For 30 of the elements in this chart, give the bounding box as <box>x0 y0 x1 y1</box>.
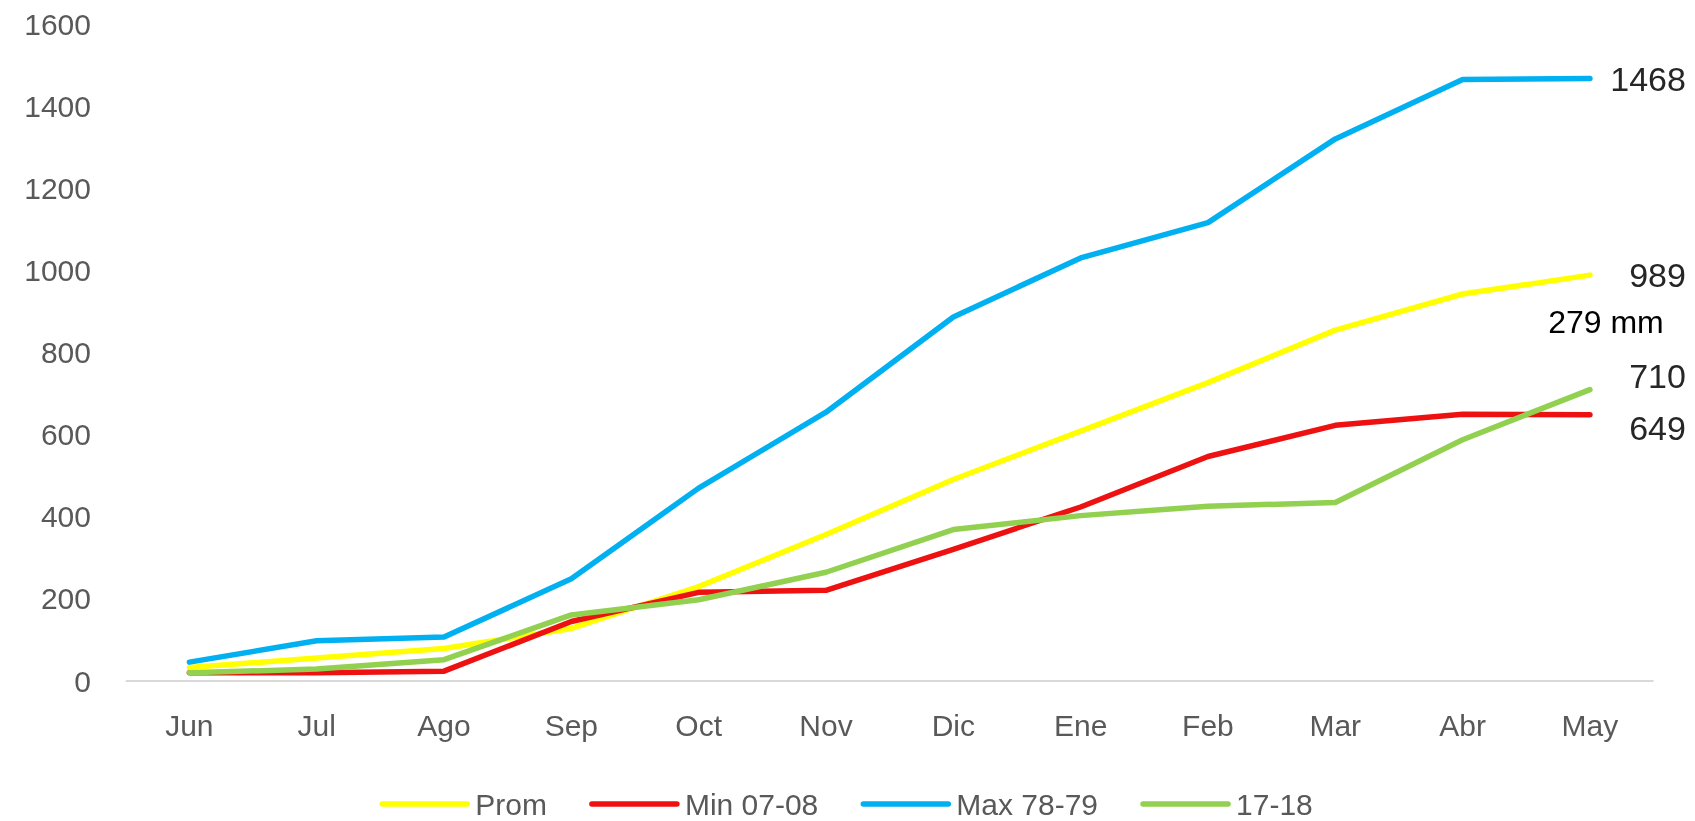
legend-label: Prom <box>475 787 547 821</box>
legend-label: Max 78-79 <box>956 787 1099 821</box>
x-tick-label: Ene <box>1053 708 1108 742</box>
x-tick-label: Dic <box>931 708 975 742</box>
x-tick-label: Jul <box>297 708 336 742</box>
x-tick-label: Oct <box>675 708 723 742</box>
x-tick-label: Sep <box>544 708 599 742</box>
data-label: 1468 <box>1610 59 1686 98</box>
x-tick-label: Nov <box>799 708 853 742</box>
y-tick-label: 600 <box>40 418 91 452</box>
x-tick-label: Mar <box>1309 708 1362 742</box>
y-tick-label: 1000 <box>24 254 91 288</box>
data-label: 710 <box>1629 357 1686 396</box>
x-tick-label: Ago <box>417 708 471 742</box>
x-tick-label: Jun <box>165 708 214 742</box>
x-tick-label: Feb <box>1182 708 1234 742</box>
y-tick-label: 200 <box>40 582 91 616</box>
legend-label: Min 07-08 <box>684 787 819 821</box>
x-tick-label: Abr <box>1439 708 1486 742</box>
legend-label: 17-18 <box>1236 787 1313 821</box>
data-label: 989 <box>1629 256 1686 295</box>
y-tick-label: 1200 <box>24 172 91 206</box>
annotation: 279 mm <box>1548 303 1664 340</box>
y-tick-label: 1600 <box>24 7 91 41</box>
y-tick-label: 0 <box>74 664 91 698</box>
data-label: 649 <box>1629 409 1686 448</box>
y-tick-label: 800 <box>40 336 91 370</box>
y-tick-label: 1400 <box>24 89 91 123</box>
x-tick-label: May <box>1561 708 1619 742</box>
y-tick-label: 400 <box>40 500 91 534</box>
